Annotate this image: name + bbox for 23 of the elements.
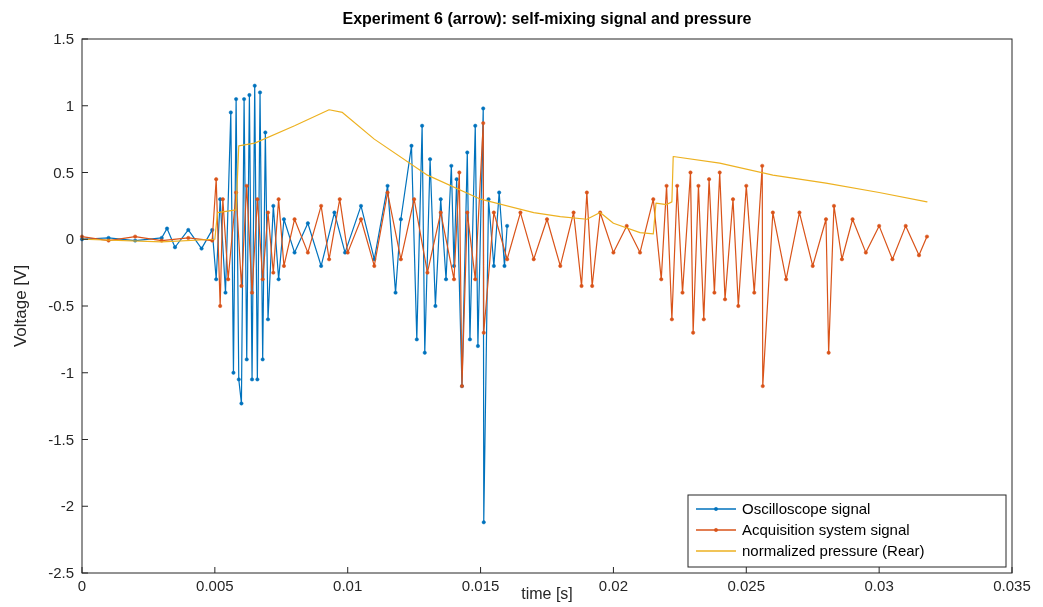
x-tick-label: 0 bbox=[77, 577, 87, 594]
x-tick-label: 0.02 bbox=[598, 577, 629, 594]
x-tick-label: 0.005 bbox=[196, 577, 234, 594]
y-tick-label: -1 bbox=[60, 363, 74, 381]
x-tick-label: 0.01 bbox=[333, 577, 363, 594]
y-tick-label: -0.5 bbox=[48, 297, 74, 314]
y-tick-label: 1 bbox=[65, 96, 74, 114]
y-axis-title: Voltage [V] bbox=[11, 264, 30, 348]
y-tick-label: 0.5 bbox=[53, 163, 74, 181]
legend-label: Oscilloscope signal bbox=[742, 500, 871, 517]
legend-label: normalized pressure (Rear) bbox=[742, 542, 925, 559]
x-tick-label: 0.015 bbox=[461, 577, 500, 594]
chart-title: Experiment 6 (arrow): self-mixing signal and pressure bbox=[342, 10, 752, 27]
x-tick-label: 0.03 bbox=[864, 577, 894, 594]
x-axis-title: time [s] bbox=[521, 585, 573, 602]
y-tick-label: -1.5 bbox=[48, 430, 74, 448]
y-tick-label: 1.5 bbox=[53, 30, 74, 47]
y-tick-label: -2 bbox=[60, 497, 74, 515]
y-tick-label: -2.5 bbox=[48, 564, 74, 581]
x-tick-label: 0.025 bbox=[727, 577, 766, 594]
y-tick-label: 0 bbox=[65, 230, 74, 248]
legend-label: Acquisition system signal bbox=[742, 521, 910, 538]
x-tick-label: 0.035 bbox=[993, 577, 1031, 594]
